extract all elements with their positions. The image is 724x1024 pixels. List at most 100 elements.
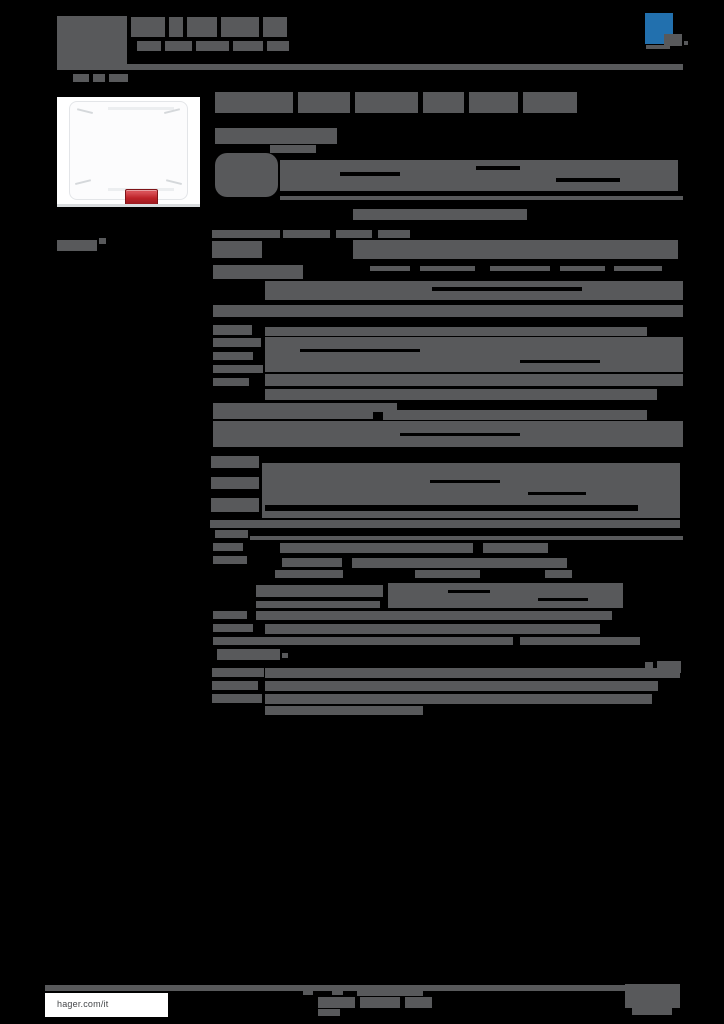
header-title-block [57, 16, 127, 64]
notes-section [645, 662, 653, 670]
rocker-top-groove [108, 107, 174, 110]
spec-table-1 [213, 378, 249, 386]
header-title-block [73, 74, 89, 82]
notes-section [265, 681, 658, 691]
spec-table-3 [280, 543, 473, 553]
header-title-block [131, 17, 165, 37]
spec-intro [340, 172, 400, 176]
photo-caption [99, 238, 106, 244]
spec-table-1 [213, 338, 261, 347]
hager-logo-wordmark [646, 45, 670, 49]
header-title-block [169, 17, 183, 37]
spec-table-2 [430, 480, 500, 483]
spec-table-3 [213, 624, 253, 632]
switch-rocker-plate [69, 101, 188, 207]
spec-row-top [353, 240, 678, 259]
spec-table-2 [211, 456, 259, 468]
doc-heading [423, 92, 464, 113]
spec-table-3 [483, 543, 548, 553]
spec-row-top [378, 230, 410, 238]
header-title-block [137, 41, 161, 51]
spec-table-2 [213, 408, 373, 419]
spec-table-2 [400, 433, 520, 436]
spec-table-2 [211, 498, 259, 512]
spec-table-3 [265, 624, 600, 634]
spec-row-top [336, 230, 372, 238]
header-title-block [221, 17, 259, 37]
spec-table-3 [256, 611, 612, 620]
notes-section [212, 694, 262, 703]
spec-row-top [420, 266, 475, 271]
hager-logo-dot [684, 41, 688, 45]
footer-marks [632, 1008, 672, 1015]
spec-intro [215, 153, 278, 197]
spec-row-top [212, 241, 262, 258]
spec-table-3 [275, 570, 343, 578]
hager-logo-corner-shape [664, 34, 682, 46]
spec-table-1 [213, 325, 252, 335]
spec-table-3 [213, 556, 247, 564]
footer-link-box: hager.com/it [45, 993, 168, 1017]
spec-table-3 [213, 637, 513, 645]
spec-table-3 [256, 601, 380, 608]
spec-table-3 [213, 611, 247, 619]
notes-section [265, 706, 423, 715]
header-title-block [196, 41, 229, 51]
spec-row-top [560, 266, 605, 271]
header-title-block [263, 17, 287, 37]
spec-row-top [614, 266, 662, 271]
spec-table-3 [520, 637, 640, 645]
footer-link[interactable]: hager.com/it [57, 999, 109, 1009]
header-title-block [93, 74, 105, 82]
corner-notch-top-left [75, 108, 93, 122]
spec-table-1 [432, 287, 582, 291]
doc-heading [469, 92, 518, 113]
notes-section [217, 649, 280, 660]
spec-table-3 [388, 583, 623, 608]
corner-notch-top-right [164, 108, 182, 122]
spec-table-2 [211, 477, 259, 489]
header-title-block [165, 41, 192, 51]
spec-intro [476, 166, 520, 170]
photo-bottom-shadow [57, 204, 200, 207]
spec-table-1 [213, 365, 263, 373]
spec-row-top [212, 230, 280, 238]
spec-table-2 [215, 530, 248, 538]
doc-heading [215, 128, 337, 144]
footer-marks [357, 987, 423, 996]
spec-table-1 [520, 360, 600, 363]
spec-table-3 [545, 570, 572, 578]
spec-table-3 [538, 598, 588, 601]
doc-heading [298, 92, 350, 113]
spec-table-2 [265, 505, 638, 511]
doc-heading [523, 92, 577, 113]
spec-table-2 [528, 492, 586, 495]
notes-section [282, 653, 288, 658]
corner-notch-bottom-left [75, 179, 93, 193]
spec-table-1 [213, 305, 683, 317]
spec-row-top [213, 265, 303, 279]
header-title-block [109, 74, 128, 82]
notes-section [265, 694, 652, 704]
photo-caption [57, 240, 97, 251]
doc-heading [215, 92, 293, 113]
footer-marks [303, 987, 313, 995]
footer-marks [625, 984, 680, 1008]
doc-heading [355, 92, 418, 113]
spec-table-2 [210, 520, 680, 528]
product-image [57, 97, 200, 207]
spec-intro [270, 145, 316, 153]
footer-marks [360, 997, 400, 1008]
header-title-block [267, 41, 289, 51]
footer-marks [405, 997, 432, 1008]
spec-table-3 [256, 585, 383, 597]
spec-row-top [370, 266, 410, 271]
footer-marks [318, 1009, 340, 1016]
spec-table-1 [265, 337, 683, 372]
footer-marks [332, 987, 343, 995]
notes-section [212, 668, 264, 677]
spec-row-top [490, 266, 550, 271]
spec-table-1 [265, 374, 683, 386]
notes-section [265, 668, 680, 678]
